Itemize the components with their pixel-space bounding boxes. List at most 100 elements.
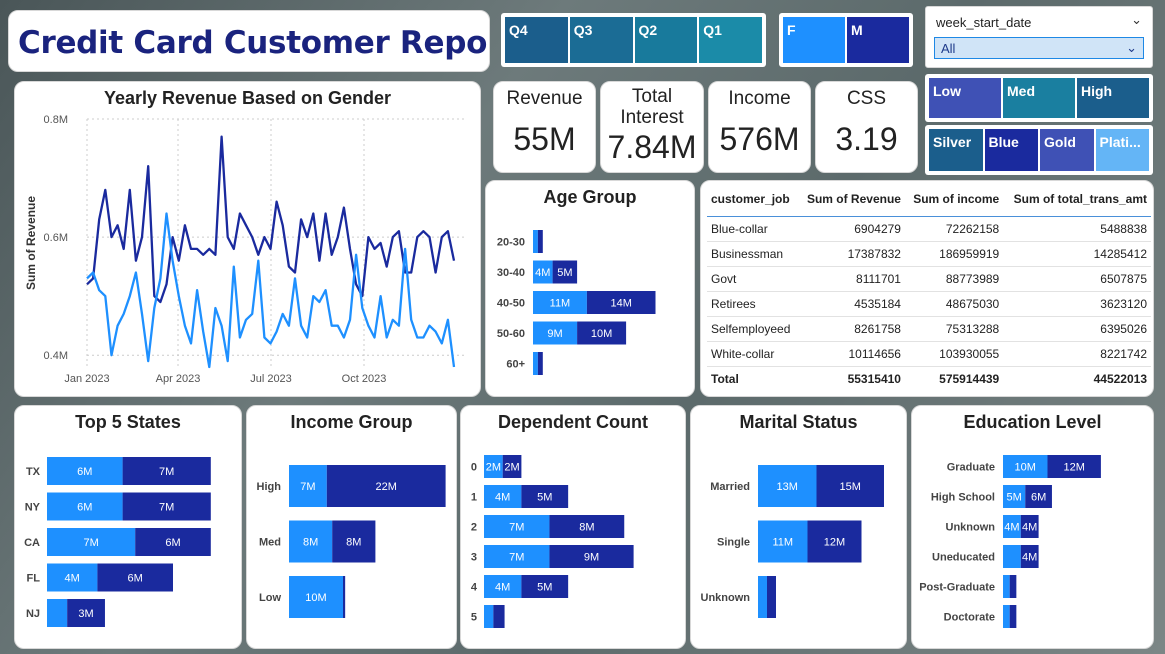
data-label: 4M bbox=[495, 582, 510, 594]
bar-male[interactable] bbox=[521, 575, 569, 598]
table-cell: 186959919 bbox=[904, 241, 1004, 267]
age-group-chart: 20-30 30-40 4M 5M 40-50 11M 14M 50-60 9M 10M 60+ bbox=[497, 230, 656, 375]
bar-male[interactable] bbox=[537, 230, 543, 253]
quarter-tile-q1[interactable]: Q1 bbox=[699, 17, 762, 63]
gender-tile-m[interactable]: M bbox=[847, 17, 909, 63]
bar-male[interactable] bbox=[586, 291, 656, 314]
chevron-up-icon[interactable]: ⌄ bbox=[1131, 12, 1142, 27]
bar-female[interactable] bbox=[533, 321, 578, 345]
table-row[interactable]: Blue-collar 6904279 72262158 5488838 bbox=[707, 216, 1151, 242]
kpi-label: CSS bbox=[846, 88, 887, 109]
kpi-value: 576M bbox=[719, 121, 800, 157]
card-tile-blue[interactable]: Blue bbox=[984, 129, 1038, 171]
bar-female[interactable] bbox=[47, 563, 98, 592]
income-group-card: Income Group High 7M 22M Med 8M 8M Low 10M bbox=[246, 405, 457, 649]
bar-male[interactable] bbox=[549, 545, 634, 568]
bar-male[interactable] bbox=[1020, 515, 1039, 538]
bar-female[interactable] bbox=[533, 291, 587, 314]
bar-female[interactable] bbox=[484, 545, 550, 568]
bar-male[interactable] bbox=[577, 321, 627, 345]
bar-female[interactable] bbox=[47, 492, 123, 521]
table-row[interactable]: Govt 8111701 88773989 6507875 bbox=[707, 266, 1151, 292]
bar-female[interactable] bbox=[289, 520, 333, 563]
bar-male[interactable] bbox=[326, 465, 446, 507]
bar-male[interactable] bbox=[135, 528, 211, 556]
bar-female[interactable] bbox=[533, 352, 538, 375]
bar-male[interactable] bbox=[1009, 605, 1017, 628]
bar-female[interactable] bbox=[289, 465, 327, 507]
card-tile-silver[interactable]: Silver bbox=[929, 129, 983, 171]
category-label: High School bbox=[931, 492, 995, 504]
income-tile-med[interactable]: Med bbox=[1003, 78, 1075, 118]
bar-female[interactable] bbox=[533, 260, 553, 284]
bar-male[interactable] bbox=[1020, 545, 1039, 568]
chart-title: Dependent Count bbox=[498, 412, 648, 432]
bar-male[interactable] bbox=[552, 260, 578, 284]
dependent-count-chart: 0 2M 2M 1 4M 5M 2 7M 8M 3 7M 9M 4 4M 5M 5 bbox=[471, 455, 634, 628]
bar-male[interactable] bbox=[767, 576, 776, 618]
bar-male[interactable] bbox=[816, 465, 885, 507]
data-label: 7M bbox=[509, 522, 524, 534]
bar-female[interactable] bbox=[1003, 545, 1021, 568]
column-header[interactable]: Sum of income bbox=[904, 189, 1004, 217]
income-tile-low[interactable]: Low bbox=[929, 78, 1001, 118]
category-label: 0 bbox=[471, 462, 477, 474]
bar-female[interactable] bbox=[484, 605, 494, 628]
gender-tile-f[interactable]: F bbox=[783, 17, 845, 63]
bar-male[interactable] bbox=[122, 457, 211, 485]
bar-female[interactable] bbox=[533, 230, 538, 253]
bar-male[interactable] bbox=[1025, 485, 1052, 508]
bar-female[interactable] bbox=[1003, 485, 1026, 508]
bar-female[interactable] bbox=[1003, 455, 1048, 478]
bar-male[interactable] bbox=[502, 455, 522, 478]
bar-female[interactable] bbox=[484, 575, 522, 598]
bar-female[interactable] bbox=[758, 520, 808, 563]
quarter-tile-q2[interactable]: Q2 bbox=[634, 17, 698, 63]
card-tile-plati[interactable]: Plati... bbox=[1095, 129, 1149, 171]
bar-male[interactable] bbox=[97, 563, 173, 592]
bar-male[interactable] bbox=[122, 492, 211, 521]
card-category-slicer: Silver Blue Gold Plati... bbox=[925, 125, 1153, 175]
bar-male[interactable] bbox=[1047, 455, 1101, 478]
income-tile-high[interactable]: High bbox=[1077, 78, 1149, 118]
week-filter-dropdown[interactable]: All ⌄ bbox=[934, 37, 1144, 59]
bar-female[interactable] bbox=[47, 457, 123, 485]
bar-female[interactable] bbox=[484, 485, 522, 508]
bar-female[interactable] bbox=[484, 515, 550, 538]
bar-male[interactable] bbox=[521, 485, 569, 508]
data-label: 8M bbox=[303, 537, 318, 549]
bar-male[interactable] bbox=[1009, 575, 1017, 598]
bar-female[interactable] bbox=[1003, 605, 1010, 628]
bar-male[interactable] bbox=[549, 515, 625, 538]
bar-female[interactable] bbox=[289, 576, 343, 618]
bar-female[interactable] bbox=[1003, 575, 1010, 598]
bar-male[interactable] bbox=[332, 520, 376, 563]
table-row[interactable]: White-collar 10114656 103930055 8221742 bbox=[707, 341, 1151, 367]
table-cell: White-collar bbox=[707, 341, 799, 367]
bar-female[interactable] bbox=[758, 576, 767, 618]
column-header[interactable]: Sum of Revenue bbox=[798, 189, 905, 217]
data-label: 15M bbox=[840, 481, 861, 493]
table-row[interactable]: Selfemployeed 8261758 75313288 6395026 bbox=[707, 316, 1151, 342]
bar-male[interactable] bbox=[67, 599, 105, 627]
bar-female[interactable] bbox=[47, 599, 68, 627]
bar-male[interactable] bbox=[343, 576, 346, 618]
card-tile-gold[interactable]: Gold bbox=[1040, 129, 1094, 171]
column-header[interactable]: customer_job bbox=[707, 189, 799, 217]
bar-male[interactable] bbox=[493, 605, 505, 628]
table-row[interactable]: Businessman 17387832 186959919 14285412 bbox=[707, 241, 1151, 267]
table-row[interactable]: Retirees 4535184 48675030 3623120 bbox=[707, 291, 1151, 317]
chart-title: Income Group bbox=[290, 412, 413, 432]
quarter-tile-q4[interactable]: Q4 bbox=[505, 17, 568, 63]
bar-female[interactable] bbox=[1003, 515, 1021, 538]
data-label: 2M bbox=[504, 462, 519, 474]
bar-female[interactable] bbox=[47, 528, 136, 556]
chart-title: Top 5 States bbox=[75, 412, 181, 432]
bar-male[interactable] bbox=[537, 352, 543, 375]
bar-female[interactable] bbox=[484, 455, 503, 478]
table-cell: 8261758 bbox=[798, 316, 905, 342]
quarter-tile-q3[interactable]: Q3 bbox=[569, 17, 633, 63]
bar-male[interactable] bbox=[807, 520, 862, 563]
column-header[interactable]: Sum of total_trans_amt bbox=[1003, 189, 1151, 217]
bar-female[interactable] bbox=[758, 465, 817, 507]
